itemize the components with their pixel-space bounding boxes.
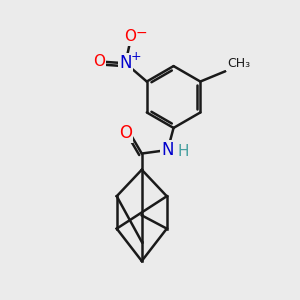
Text: O: O — [93, 54, 105, 69]
Text: N: N — [119, 54, 132, 72]
Text: H: H — [177, 144, 189, 159]
Text: N: N — [161, 141, 174, 159]
Text: +: + — [131, 50, 142, 63]
Text: −: − — [136, 26, 148, 40]
Text: O: O — [119, 124, 132, 142]
Text: CH₃: CH₃ — [227, 57, 250, 70]
Text: O: O — [124, 29, 136, 44]
